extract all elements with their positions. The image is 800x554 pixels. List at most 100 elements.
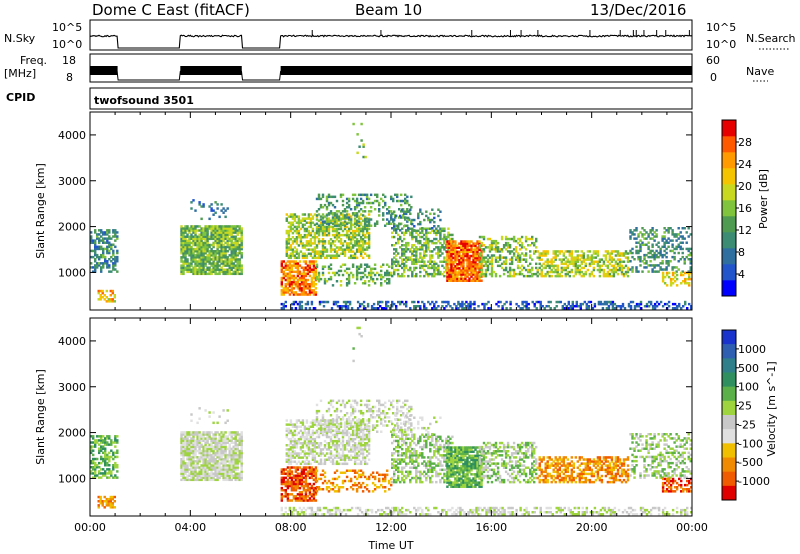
heatmap-cell: [401, 254, 404, 257]
heatmap-cell: [116, 235, 119, 238]
heatmap-cell: [675, 277, 679, 281]
heatmap-cell: [639, 239, 642, 242]
heatmap-cell: [198, 431, 201, 434]
heatmap-cell: [413, 262, 416, 266]
heatmap-cell: [214, 458, 217, 461]
heatmap-cell: [396, 195, 399, 199]
heatmap-cell: [333, 240, 337, 243]
heatmap-cell: [437, 254, 440, 257]
heatmap-cell: [188, 451, 191, 455]
heatmap-cell: [94, 249, 97, 253]
heatmap-cell: [671, 233, 674, 236]
heatmap-cell: [234, 225, 237, 228]
heatmap-cell: [398, 216, 401, 219]
heatmap-cell: [667, 275, 671, 279]
heatmap-cell: [204, 476, 207, 480]
heatmap-cell: [98, 449, 101, 452]
heatmap-cell: [462, 254, 465, 258]
heatmap-cell: [474, 279, 477, 282]
heatmap-cell: [92, 441, 95, 444]
heatmap-cell: [592, 274, 596, 278]
heatmap-cell: [417, 216, 420, 220]
heatmap-cell: [512, 272, 516, 276]
heatmap-cell: [214, 241, 217, 245]
heatmap-cell: [643, 258, 646, 261]
heatmap-cell: [349, 221, 353, 224]
heatmap-cell: [405, 248, 408, 251]
heatmap-cell: [188, 433, 191, 436]
heatmap-cell: [351, 250, 355, 253]
heatmap-cell: [355, 271, 359, 275]
heatmap-cell: [230, 252, 233, 255]
heatmap-cell: [210, 447, 213, 451]
heatmap-cell: [196, 262, 199, 265]
heatmap-cell: [317, 242, 321, 245]
heatmap-cell: [574, 258, 578, 261]
heatmap-cell: [474, 275, 477, 278]
heatmap-cell: [529, 268, 532, 272]
power-heatmap-cells: [90, 122, 692, 310]
heatmap-cell: [497, 305, 500, 308]
heatmap-cell: [317, 195, 321, 199]
heatmap-cell: [188, 443, 191, 447]
freq-unit-label: [MHz]: [4, 67, 36, 80]
heatmap-cell: [114, 441, 117, 444]
heatmap-cell: [214, 441, 217, 444]
heatmap-cell: [202, 268, 205, 271]
heatmap-cell: [98, 262, 101, 265]
heatmap-cell: [365, 193, 369, 197]
heatmap-cell: [527, 237, 530, 241]
heatmap-cell: [240, 266, 243, 269]
heatmap-cell: [212, 258, 215, 261]
heatmap-cell: [317, 250, 321, 253]
heatmap-cell: [448, 269, 451, 272]
heatmap-cell: [510, 268, 514, 272]
heatmap-cell: [435, 268, 438, 272]
heatmap-cell: [535, 300, 538, 304]
heatmap-cell: [97, 506, 100, 509]
heatmap-cell: [311, 250, 315, 253]
heatmap-cell: [198, 472, 201, 475]
heatmap-cell: [588, 272, 592, 276]
heatmap-cell: [228, 478, 231, 482]
heatmap-cell: [357, 271, 361, 275]
heatmap-cell: [224, 241, 227, 245]
heatmap-cell: [395, 268, 398, 272]
heatmap-cell: [226, 456, 229, 459]
heatmap-cell: [399, 274, 402, 278]
heatmap-cell: [568, 254, 572, 257]
heatmap-cell: [190, 449, 193, 453]
heatmap-cell: [230, 235, 233, 238]
heatmap-cell: [280, 280, 284, 284]
heatmap-cell: [113, 300, 117, 303]
heatmap-cell: [208, 472, 211, 475]
heatmap-cell: [99, 296, 102, 299]
heatmap-cell: [307, 244, 311, 247]
heatmap-cell: [462, 252, 465, 256]
heatmap-cell: [689, 266, 692, 269]
heatmap-cell: [427, 244, 430, 247]
heatmap-cell: [90, 435, 93, 438]
heatmap-cell: [300, 307, 304, 310]
heatmap-cell: [382, 206, 385, 209]
heatmap-cell: [230, 264, 233, 267]
heatmap-cell: [373, 222, 377, 225]
heatmap-cell: [686, 282, 689, 285]
heatmap-cell: [180, 470, 183, 473]
heatmap-cell: [304, 262, 308, 265]
heatmap-cell: [525, 300, 528, 304]
heatmap-cell: [588, 250, 592, 253]
heatmap-cell: [96, 233, 99, 236]
heatmap-cell: [228, 462, 231, 465]
heatmap-cell: [290, 280, 294, 284]
heatmap-cell: [435, 272, 438, 276]
heatmap-cell: [226, 235, 229, 238]
heatmap-cell: [287, 238, 291, 241]
heatmap-cell: [502, 262, 506, 266]
heatmap-cell: [520, 235, 524, 239]
heatmap-cell: [367, 201, 371, 205]
heatmap-cell: [681, 235, 684, 238]
heatmap-cell: [464, 250, 467, 254]
heatmap-cell: [190, 237, 193, 241]
heatmap-cell: [104, 443, 107, 446]
